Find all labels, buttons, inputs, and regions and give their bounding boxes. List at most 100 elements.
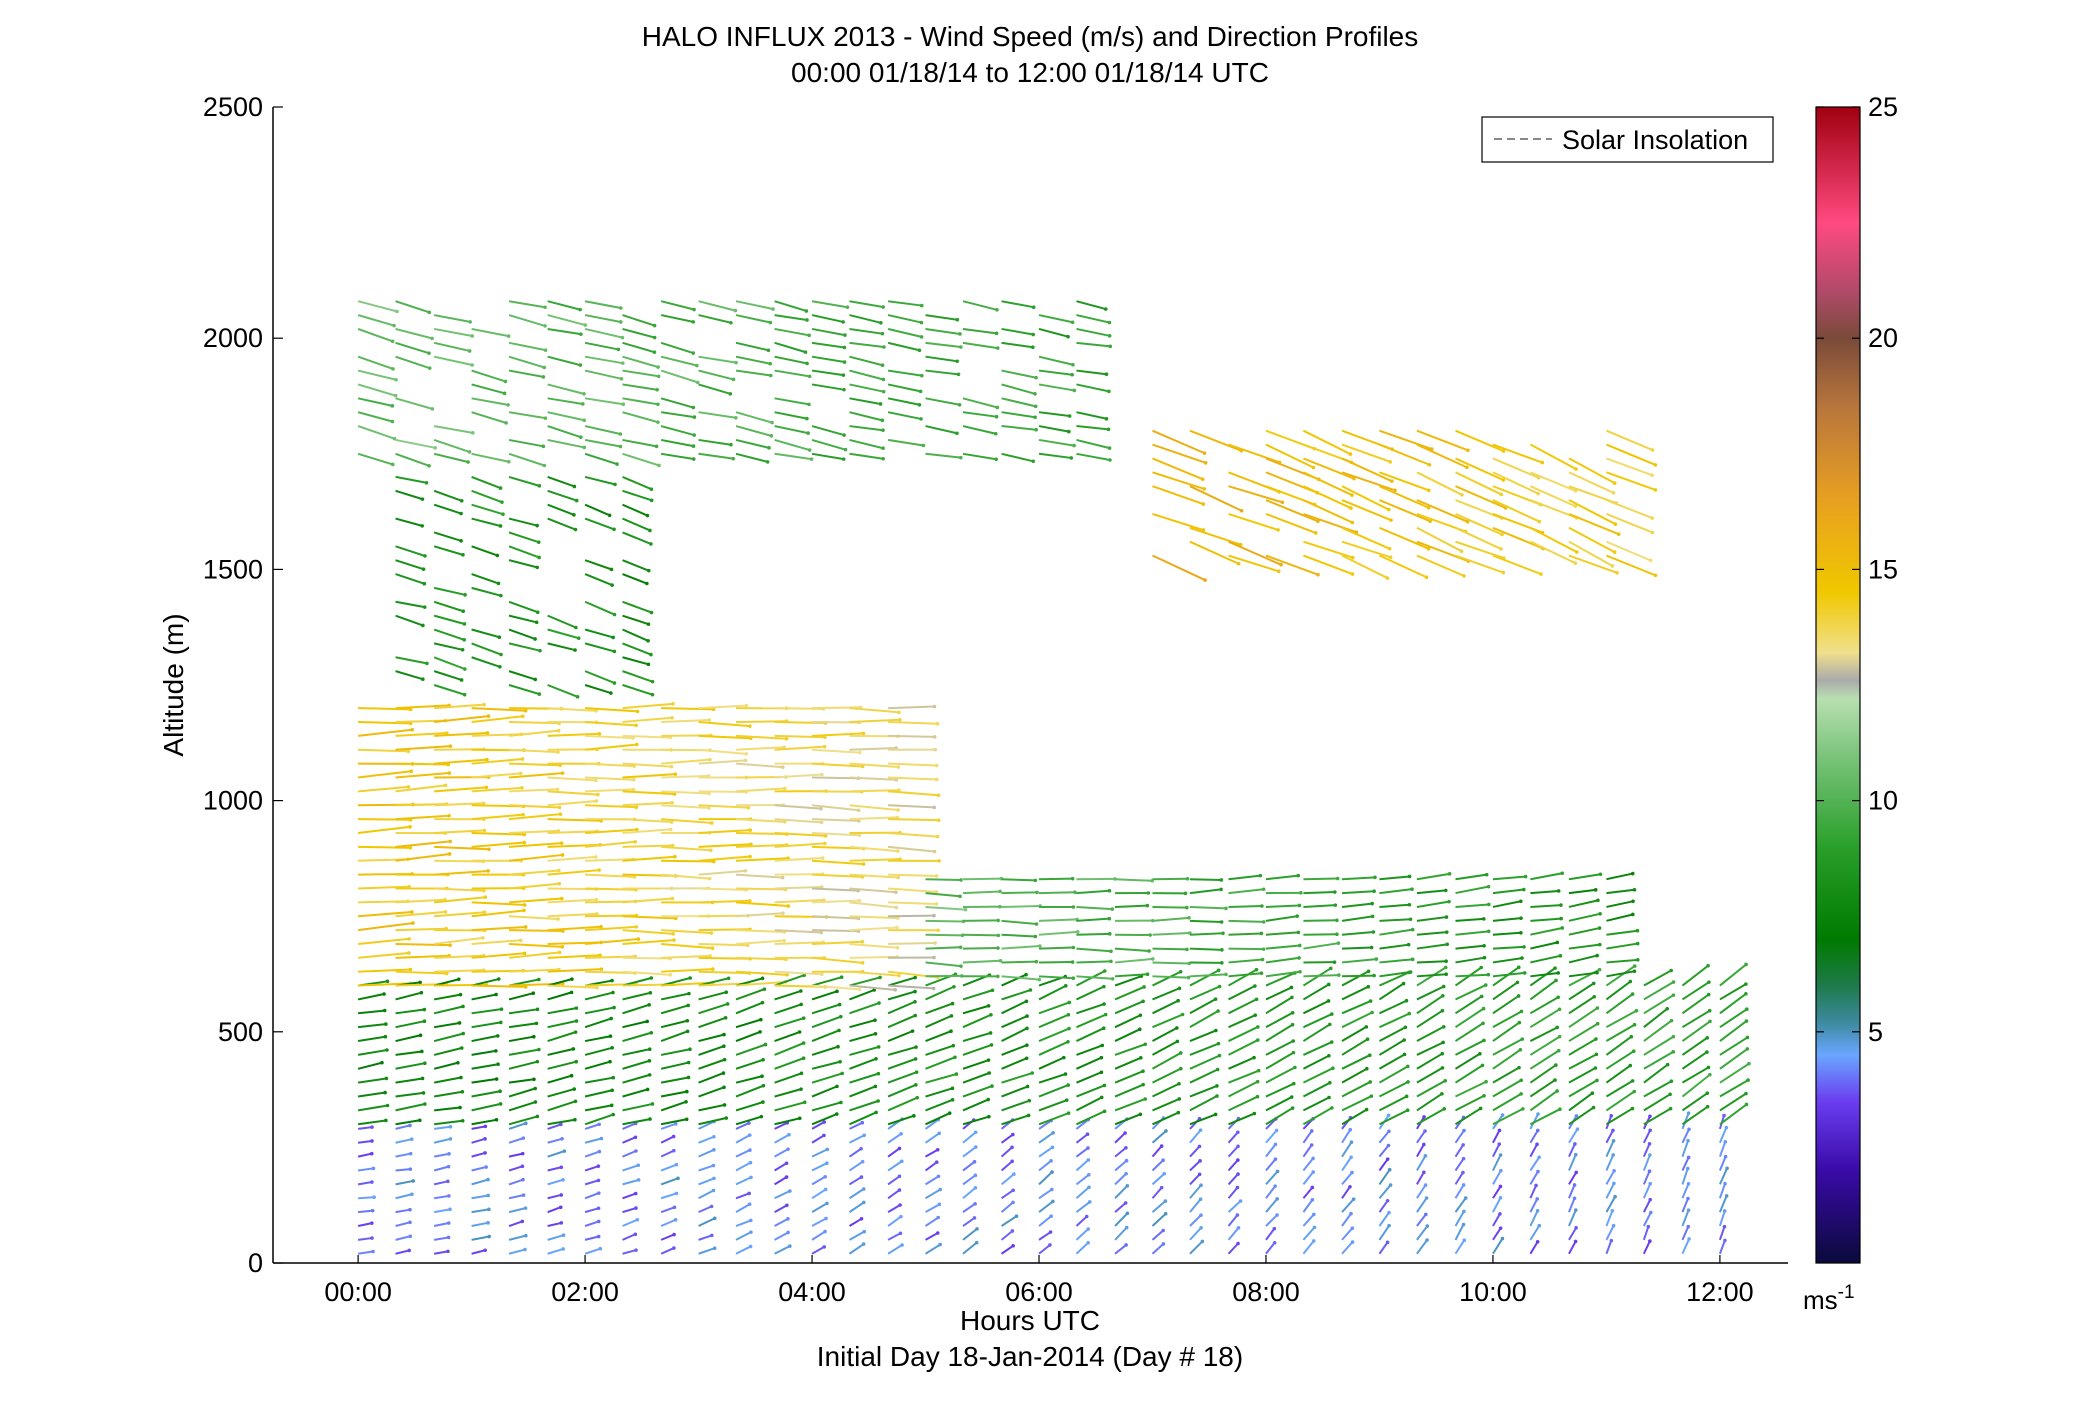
wind-vector-head — [861, 862, 866, 866]
wind-vector — [622, 970, 671, 976]
wind-vector-head — [734, 415, 738, 420]
wind-vector — [774, 1190, 791, 1200]
wind-vector — [1642, 1129, 1652, 1144]
wind-vector — [1228, 1112, 1255, 1126]
wind-vector — [774, 1117, 800, 1126]
wind-vector — [434, 954, 484, 959]
wind-vector — [774, 990, 802, 1001]
wind-vector — [1643, 1107, 1672, 1126]
wind-vector-head — [648, 990, 653, 995]
wind-vector — [660, 425, 695, 437]
wind-vector — [357, 328, 393, 343]
wind-vector-head — [900, 1243, 904, 1247]
wind-vector — [1114, 1070, 1144, 1084]
wind-vector-head — [1217, 984, 1222, 989]
wind-vector-head — [897, 1146, 902, 1151]
wind-vector-head — [692, 415, 697, 419]
wind-vector-head — [950, 1098, 955, 1102]
wind-vector — [1529, 979, 1557, 1001]
wind-vector — [1152, 471, 1205, 490]
wind-vector — [1416, 1225, 1429, 1241]
wind-vector-head — [1441, 984, 1446, 989]
wind-vector — [1643, 1093, 1671, 1112]
wind-vector — [357, 1181, 373, 1186]
wind-vector-head — [692, 307, 696, 312]
wind-vector-head — [408, 1234, 413, 1239]
wind-vector-head — [536, 540, 541, 545]
wind-vector — [1076, 932, 1110, 936]
wind-vector — [622, 762, 672, 768]
wind-vector-head — [987, 1114, 991, 1119]
wind-vector — [1151, 1229, 1164, 1241]
wind-vector-head — [467, 349, 472, 353]
wind-vector-head — [880, 331, 885, 336]
wind-vector — [584, 600, 615, 616]
wind-vector-head — [1087, 1200, 1092, 1204]
wind-vector-head — [973, 1173, 978, 1178]
wind-vector-head — [762, 987, 767, 991]
wind-vector — [811, 873, 863, 878]
wind-vector-head — [1560, 871, 1564, 876]
wind-vector-head — [1440, 1092, 1444, 1096]
wind-vector-head — [1216, 968, 1221, 973]
wind-vector-head — [1500, 1236, 1505, 1241]
wind-vector-head — [765, 460, 770, 464]
wind-vector-head — [1048, 1230, 1053, 1234]
wind-vector — [1492, 1093, 1522, 1112]
wind-vector-head — [712, 1216, 717, 1221]
wind-vector — [547, 1221, 562, 1227]
wind-vector — [1643, 981, 1675, 1001]
wind-vector-head — [820, 972, 824, 976]
wind-vector — [1114, 1202, 1127, 1213]
wind-vector-head — [380, 1060, 384, 1065]
wind-vector-head — [1519, 916, 1523, 920]
wind-vector — [1038, 1188, 1053, 1200]
wind-vector — [395, 1020, 425, 1029]
wind-vector-head — [950, 1086, 955, 1091]
wind-vector-head — [533, 1100, 538, 1104]
wind-vector — [1341, 526, 1390, 550]
wind-vector-head — [1385, 1240, 1390, 1245]
wind-vector-head — [579, 435, 583, 440]
wind-vector-head — [936, 1174, 941, 1179]
wind-vector — [622, 1192, 637, 1200]
wind-vector-head — [1014, 1214, 1019, 1218]
wind-vector-head — [520, 714, 525, 719]
wind-vector-head — [710, 946, 715, 950]
wind-vector — [1265, 931, 1299, 936]
wind-vector — [1152, 931, 1190, 936]
wind-vector-head — [645, 513, 650, 518]
wind-vector-head — [448, 1137, 453, 1141]
wind-vector — [962, 1098, 989, 1112]
wind-vector — [1189, 1029, 1217, 1042]
wind-vector — [661, 873, 710, 880]
wind-vector-head — [989, 1012, 993, 1017]
wind-vector — [1605, 1170, 1615, 1185]
wind-vector-head — [1487, 902, 1491, 907]
wind-vector-head — [899, 1214, 903, 1219]
wind-vector-head — [573, 1030, 578, 1034]
wind-vector — [1718, 1210, 1726, 1227]
wind-vector-head — [482, 910, 487, 915]
wind-vector — [1076, 1044, 1103, 1056]
wind-vector-head — [645, 1087, 650, 1092]
wind-vector-head — [1162, 1171, 1167, 1176]
wind-vector — [622, 614, 649, 626]
wind-vector-head — [861, 1187, 866, 1191]
wind-vector — [1189, 485, 1243, 512]
wind-vector-head — [949, 1014, 954, 1018]
wind-vector — [660, 1206, 675, 1214]
wind-vector — [1568, 888, 1596, 895]
wind-vector — [1416, 1239, 1428, 1255]
wind-vector-head — [425, 661, 429, 666]
wind-vector-head — [994, 414, 999, 419]
wind-vector-head — [767, 446, 771, 450]
wind-vector — [1152, 1013, 1183, 1029]
wind-vector — [584, 1046, 613, 1056]
wind-vector — [547, 1137, 563, 1144]
wind-vector — [1492, 875, 1526, 881]
wind-vector-head — [1632, 1089, 1637, 1094]
wind-vector — [1416, 994, 1444, 1015]
wind-vector-head — [993, 431, 998, 436]
wind-vector-head — [1368, 1080, 1372, 1084]
